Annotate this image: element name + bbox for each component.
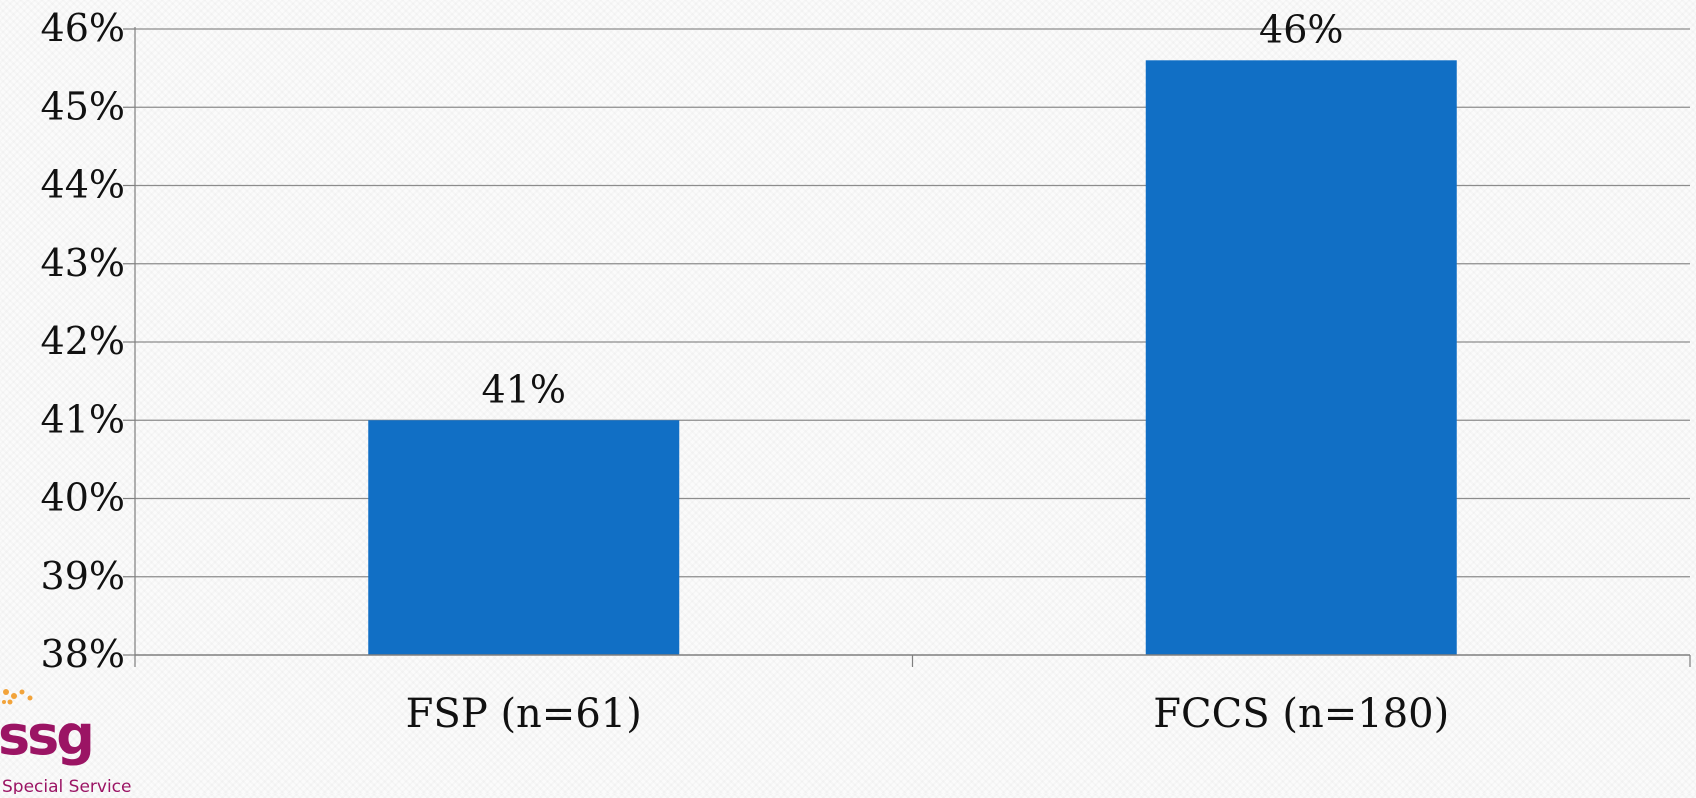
y-tick-label: 40% <box>41 476 125 520</box>
y-tick-label: 44% <box>41 163 125 207</box>
logo-dot <box>2 700 6 704</box>
data-label: 46% <box>1259 7 1343 51</box>
ssg-logo: ssg Special Service <box>0 688 140 797</box>
y-tick-label: 38% <box>41 632 125 676</box>
y-tick-label: 39% <box>41 554 125 598</box>
labels: 38% 39% 40% 41% 42% 43% 44% 45% 46% 41% FSP (n=61)… <box>41 6 1450 737</box>
logo-wordmark: ssg <box>0 704 92 767</box>
x-category-label: FSP (n=61) <box>406 691 642 737</box>
bar <box>1145 60 1457 656</box>
logo-dot <box>7 699 13 705</box>
data-label: 41% <box>482 367 566 411</box>
y-tick-label: 45% <box>41 84 125 128</box>
logo-subtext: Special Service <box>2 777 131 794</box>
y-tick-label: 46% <box>41 6 125 50</box>
logo-dot <box>3 689 9 695</box>
bar <box>368 420 680 655</box>
logo-dot <box>11 693 17 699</box>
axes <box>123 27 1691 667</box>
x-category-label: FCCS (n=180) <box>1153 691 1449 737</box>
logo-dot <box>19 689 25 695</box>
y-tick-label: 43% <box>41 241 125 285</box>
bars <box>368 60 1457 656</box>
logo-dots <box>2 689 33 705</box>
logo-dot <box>27 695 33 701</box>
ssg-logo-mark: ssg Special Service <box>0 689 131 797</box>
y-tick-label: 42% <box>41 319 125 363</box>
y-tick-label: 41% <box>41 397 125 441</box>
